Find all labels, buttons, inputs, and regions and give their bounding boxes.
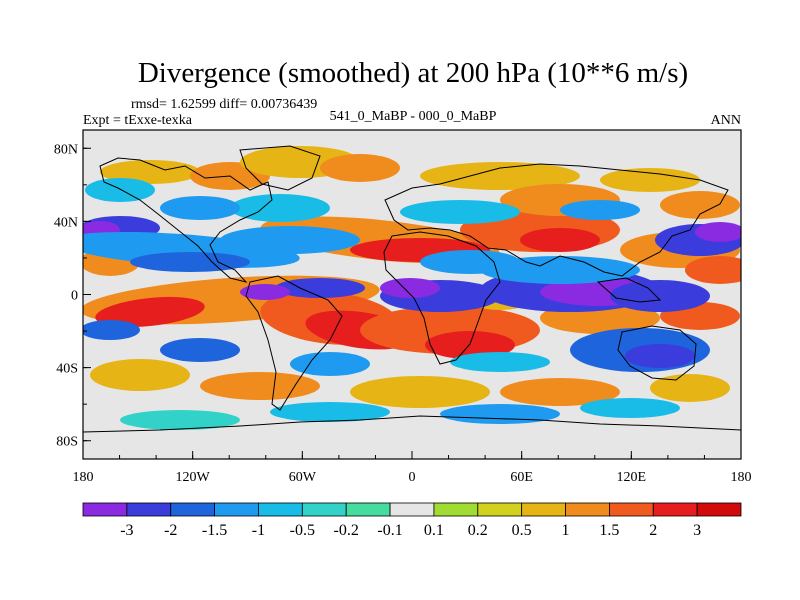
colorbar-label: -1	[252, 522, 265, 539]
x-tick-label: 60W	[289, 470, 317, 485]
colorbar-swatch	[477, 502, 523, 517]
y-tick-label: 80S	[56, 435, 78, 450]
continent-outlines	[83, 145, 741, 459]
divergence-region	[380, 278, 440, 298]
colorbar-label: 0.5	[512, 522, 532, 539]
north-america-outline	[99, 157, 273, 283]
stats-label: rmsd= 1.62599 diff= 0.00736439	[131, 97, 317, 112]
center-label: 541_0_MaBP - 000_0_MaBP	[330, 109, 497, 124]
colorbar-label: 2	[649, 522, 657, 539]
x-tick-label: 180	[73, 470, 94, 485]
divergence-region	[600, 168, 700, 192]
divergence-region	[500, 378, 620, 406]
antarctica-outline	[83, 415, 741, 459]
colorbar-swatch	[214, 502, 259, 517]
divergence-region	[270, 402, 390, 422]
colorbar-swatch	[521, 502, 566, 517]
divergence-region	[85, 178, 155, 202]
eurasia-outline	[384, 163, 729, 277]
colorbar-label: -3	[120, 522, 133, 539]
divergence-region	[230, 194, 330, 222]
divergence-region	[695, 222, 741, 242]
divergence-region	[90, 359, 190, 391]
colorbar-swatch	[389, 502, 435, 517]
divergence-region	[480, 256, 640, 284]
colorbar-label: -1.5	[202, 522, 227, 539]
divergence-region	[220, 226, 360, 254]
y-axis: 80N 40N 0 40S 80S	[54, 142, 91, 450]
x-tick-label: 120E	[617, 470, 647, 485]
divergence-region	[625, 344, 695, 368]
divergence-region	[610, 280, 710, 312]
map-panel	[83, 130, 741, 459]
divergence-region	[130, 252, 250, 272]
y-tick-label: 40N	[54, 215, 78, 230]
divergence-region	[350, 376, 490, 408]
divergence-region	[95, 296, 205, 328]
colorbar-swatch	[170, 502, 216, 517]
colorbar: -3 -2 -1.5 -1 -0.5 -0.2 -0.1 0.1 0.2 0.5 1 1.5 2 3	[82, 502, 742, 539]
divergence-region	[320, 154, 400, 182]
divergence-region	[450, 352, 550, 372]
experiment-label: Expt = tExxe-texka	[83, 113, 193, 128]
divergence-region	[560, 200, 640, 220]
maritime-continent-outline	[596, 277, 662, 303]
colorbar-swatch	[258, 502, 303, 517]
colorbar-label: 0.1	[424, 522, 444, 539]
divergence-region	[160, 338, 240, 362]
y-tick-label: 80N	[54, 142, 78, 157]
x-tick-label: 0	[409, 470, 416, 485]
divergence-region	[420, 162, 580, 190]
divergence-region	[160, 196, 240, 220]
x-axis: 180 120W 60W 0 60E 120E 180	[73, 451, 752, 485]
chart-title: Divergence (smoothed) at 200 hPa (10**6 …	[138, 57, 688, 89]
colorbar-swatch	[82, 502, 128, 517]
divergence-region	[290, 352, 370, 376]
divergence-region	[520, 228, 600, 252]
colorbar-label: 1.5	[599, 522, 619, 539]
south-america-outline	[245, 275, 343, 411]
colorbar-label: 0.2	[468, 522, 488, 539]
x-tick-label: 120W	[176, 470, 211, 485]
colorbar-swatch	[345, 502, 391, 517]
divergence-region	[400, 200, 520, 224]
colorbar-swatch	[565, 502, 610, 517]
colorbar-swatch	[433, 502, 479, 517]
colorbar-label: 1	[562, 522, 570, 539]
divergence-region	[83, 320, 140, 340]
colorbar-label: -0.5	[290, 522, 315, 539]
divergence-region	[660, 191, 740, 219]
greenland-outline	[239, 145, 321, 191]
colorbar-label: -0.1	[377, 522, 402, 539]
y-tick-label: 40S	[56, 362, 78, 377]
divergence-region	[650, 374, 730, 402]
colorbar-swatch	[126, 502, 172, 517]
divergence-region	[275, 278, 365, 298]
divergence-region	[425, 331, 515, 359]
colorbar-label: 3	[693, 522, 701, 539]
colorbar-swatch	[609, 502, 654, 517]
colorbar-swatch	[696, 502, 742, 517]
divergence-region	[440, 404, 560, 424]
y-tick-label: 0	[71, 289, 78, 304]
divergence-region	[580, 398, 680, 418]
x-tick-label: 180	[731, 470, 752, 485]
colorbar-swatch	[652, 502, 698, 517]
colorbar-label: -0.2	[334, 522, 359, 539]
divergence-region	[100, 160, 200, 184]
season-label: ANN	[711, 113, 741, 128]
colorbar-label: -2	[164, 522, 177, 539]
divergence-region	[200, 372, 320, 400]
divergence-region	[240, 284, 290, 300]
x-tick-label: 60E	[510, 470, 533, 485]
divergence-region	[120, 410, 240, 430]
australia-outline	[617, 325, 697, 381]
divergence-region	[685, 256, 741, 284]
colorbar-swatch	[301, 502, 347, 517]
africa-outline	[383, 231, 501, 365]
divergence-field	[83, 146, 741, 430]
